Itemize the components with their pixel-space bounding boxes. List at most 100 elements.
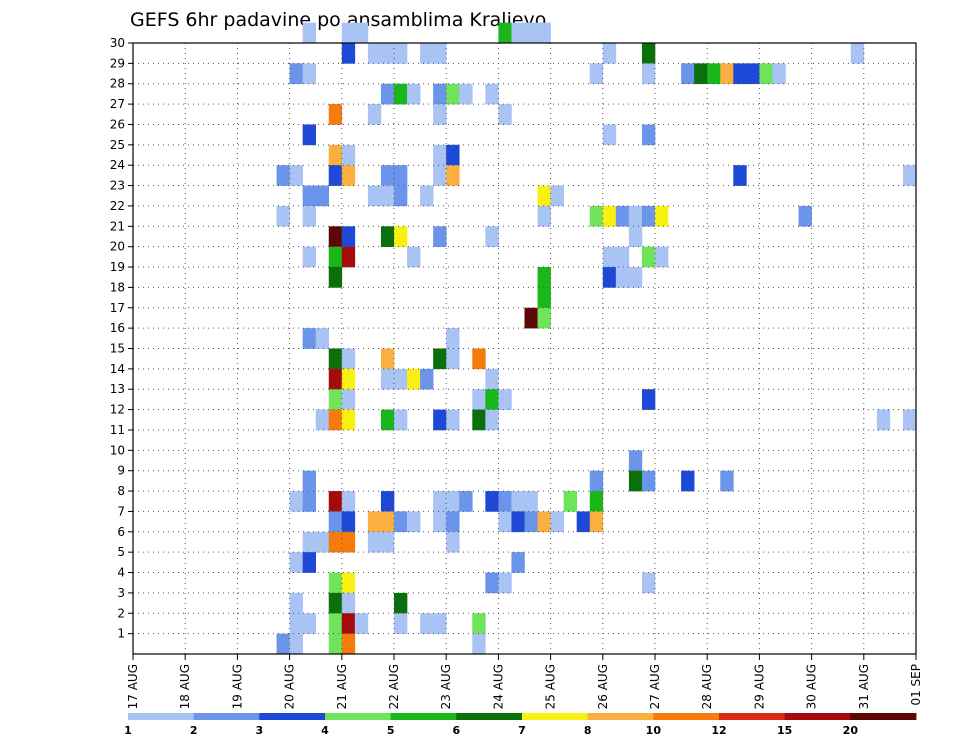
heatmap-cell xyxy=(720,63,734,85)
x-tick-label: 17 AUG xyxy=(126,664,140,709)
heatmap-cell xyxy=(289,552,303,573)
heatmap-cell xyxy=(655,205,669,227)
heatmap-cell xyxy=(511,552,525,573)
heatmap-cell xyxy=(433,83,447,105)
heatmap-cell xyxy=(498,104,512,125)
legend-label: 3 xyxy=(256,724,264,737)
heatmap-cell xyxy=(367,185,382,207)
legend-swatch xyxy=(719,713,786,720)
heatmap-cell xyxy=(641,205,656,227)
legend-label: 4 xyxy=(321,724,329,737)
heatmap-cell xyxy=(276,633,290,655)
heatmap-cell xyxy=(407,511,421,533)
heatmap-cell xyxy=(746,63,760,85)
heatmap-cell xyxy=(394,613,408,634)
heatmap-cell xyxy=(302,124,316,146)
legend-label: 20 xyxy=(843,724,859,737)
heatmap-cell xyxy=(446,83,460,105)
heatmap-cell xyxy=(341,511,356,533)
heatmap-cell xyxy=(681,470,695,492)
y-tick-label: 17 xyxy=(110,301,125,315)
legend: 1 2 3 4 5 6 7 8 10 12 15 20 xyxy=(124,713,917,737)
heatmap-cell xyxy=(446,144,460,166)
heatmap-cell xyxy=(537,22,551,44)
heatmap-cell xyxy=(394,368,408,390)
x-tick-label: 22 AUG xyxy=(387,664,401,709)
heatmap-cell xyxy=(341,43,356,64)
heatmap-cell xyxy=(433,104,447,125)
heatmap-cell xyxy=(433,511,447,533)
heatmap-cell xyxy=(289,63,303,85)
heatmap-cell xyxy=(420,368,434,390)
heatmap-cell xyxy=(537,267,551,288)
chart-title: GEFS 6hr padavine po ansamblima Kraljevo xyxy=(130,9,546,31)
heatmap-cell xyxy=(302,205,316,227)
heatmap-cell xyxy=(341,531,356,553)
heatmap-cell xyxy=(602,246,617,268)
heatmap-cell xyxy=(289,592,303,614)
heatmap-cell xyxy=(328,144,343,166)
heatmap-cell xyxy=(628,470,643,492)
heatmap-cell xyxy=(289,165,303,186)
heatmap-cell xyxy=(394,226,408,247)
heatmap-cell xyxy=(615,205,630,227)
x-tick-label: 01 SEP xyxy=(909,664,923,706)
heatmap-cell xyxy=(433,409,447,431)
heatmap-cell xyxy=(589,511,604,533)
heatmap-cell xyxy=(641,572,656,594)
heatmap-cell xyxy=(328,246,343,268)
heatmap-cell xyxy=(315,328,330,349)
heatmap-cell xyxy=(628,267,643,288)
heatmap-cell xyxy=(328,165,343,186)
legend-label: 7 xyxy=(518,724,526,737)
y-axis: 1234567891011121314151617181920212223242… xyxy=(110,36,133,641)
heatmap-cell xyxy=(720,470,734,492)
heatmap-cell xyxy=(615,267,630,288)
heatmap-cell xyxy=(276,165,290,186)
y-tick-label: 28 xyxy=(110,77,125,91)
heatmap-cell xyxy=(446,409,460,431)
y-tick-label: 22 xyxy=(110,199,125,213)
y-tick-label: 10 xyxy=(110,443,125,457)
heatmap-cell xyxy=(289,613,303,634)
heatmap-cell xyxy=(524,491,538,512)
y-tick-label: 25 xyxy=(110,138,125,152)
heatmap-cell xyxy=(446,165,460,186)
heatmap-cell xyxy=(315,409,330,431)
heatmap-cell xyxy=(289,633,303,655)
heatmap-cell xyxy=(511,491,525,512)
heatmap-cell xyxy=(524,511,538,533)
heatmap-cell xyxy=(641,389,656,410)
heatmap-cell xyxy=(485,83,499,105)
heatmap-cell xyxy=(341,165,356,186)
legend-swatch xyxy=(193,713,260,720)
heatmap-cell xyxy=(433,43,447,64)
y-tick-label: 14 xyxy=(110,362,125,376)
heatmap-cell xyxy=(341,368,356,390)
cells-layer xyxy=(276,22,917,655)
heatmap-cell xyxy=(733,63,747,85)
heatmap-cell xyxy=(328,531,343,553)
heatmap-cell xyxy=(380,348,395,370)
x-tick-label: 24 AUG xyxy=(491,664,505,709)
x-tick-label: 31 AUG xyxy=(857,664,871,709)
heatmap-cell xyxy=(524,307,538,329)
heatmap-cell xyxy=(394,511,408,533)
heatmap-cell xyxy=(472,348,486,370)
y-tick-label: 24 xyxy=(110,158,125,172)
heatmap-cell xyxy=(485,409,499,431)
y-tick-label: 26 xyxy=(110,117,125,131)
heatmap-cell xyxy=(537,511,551,533)
y-tick-label: 23 xyxy=(110,179,125,193)
heatmap-cell xyxy=(380,83,395,105)
heatmap-cell xyxy=(902,409,917,431)
heatmap-cell xyxy=(485,389,499,410)
heatmap-cell xyxy=(328,613,343,634)
heatmap-cell xyxy=(459,491,473,512)
heatmap-cell xyxy=(328,409,343,431)
legend-label: 5 xyxy=(387,724,395,737)
y-tick-label: 9 xyxy=(117,464,125,478)
y-tick-label: 20 xyxy=(110,240,125,254)
heatmap-cell xyxy=(433,613,447,634)
heatmap-cell xyxy=(485,226,499,247)
